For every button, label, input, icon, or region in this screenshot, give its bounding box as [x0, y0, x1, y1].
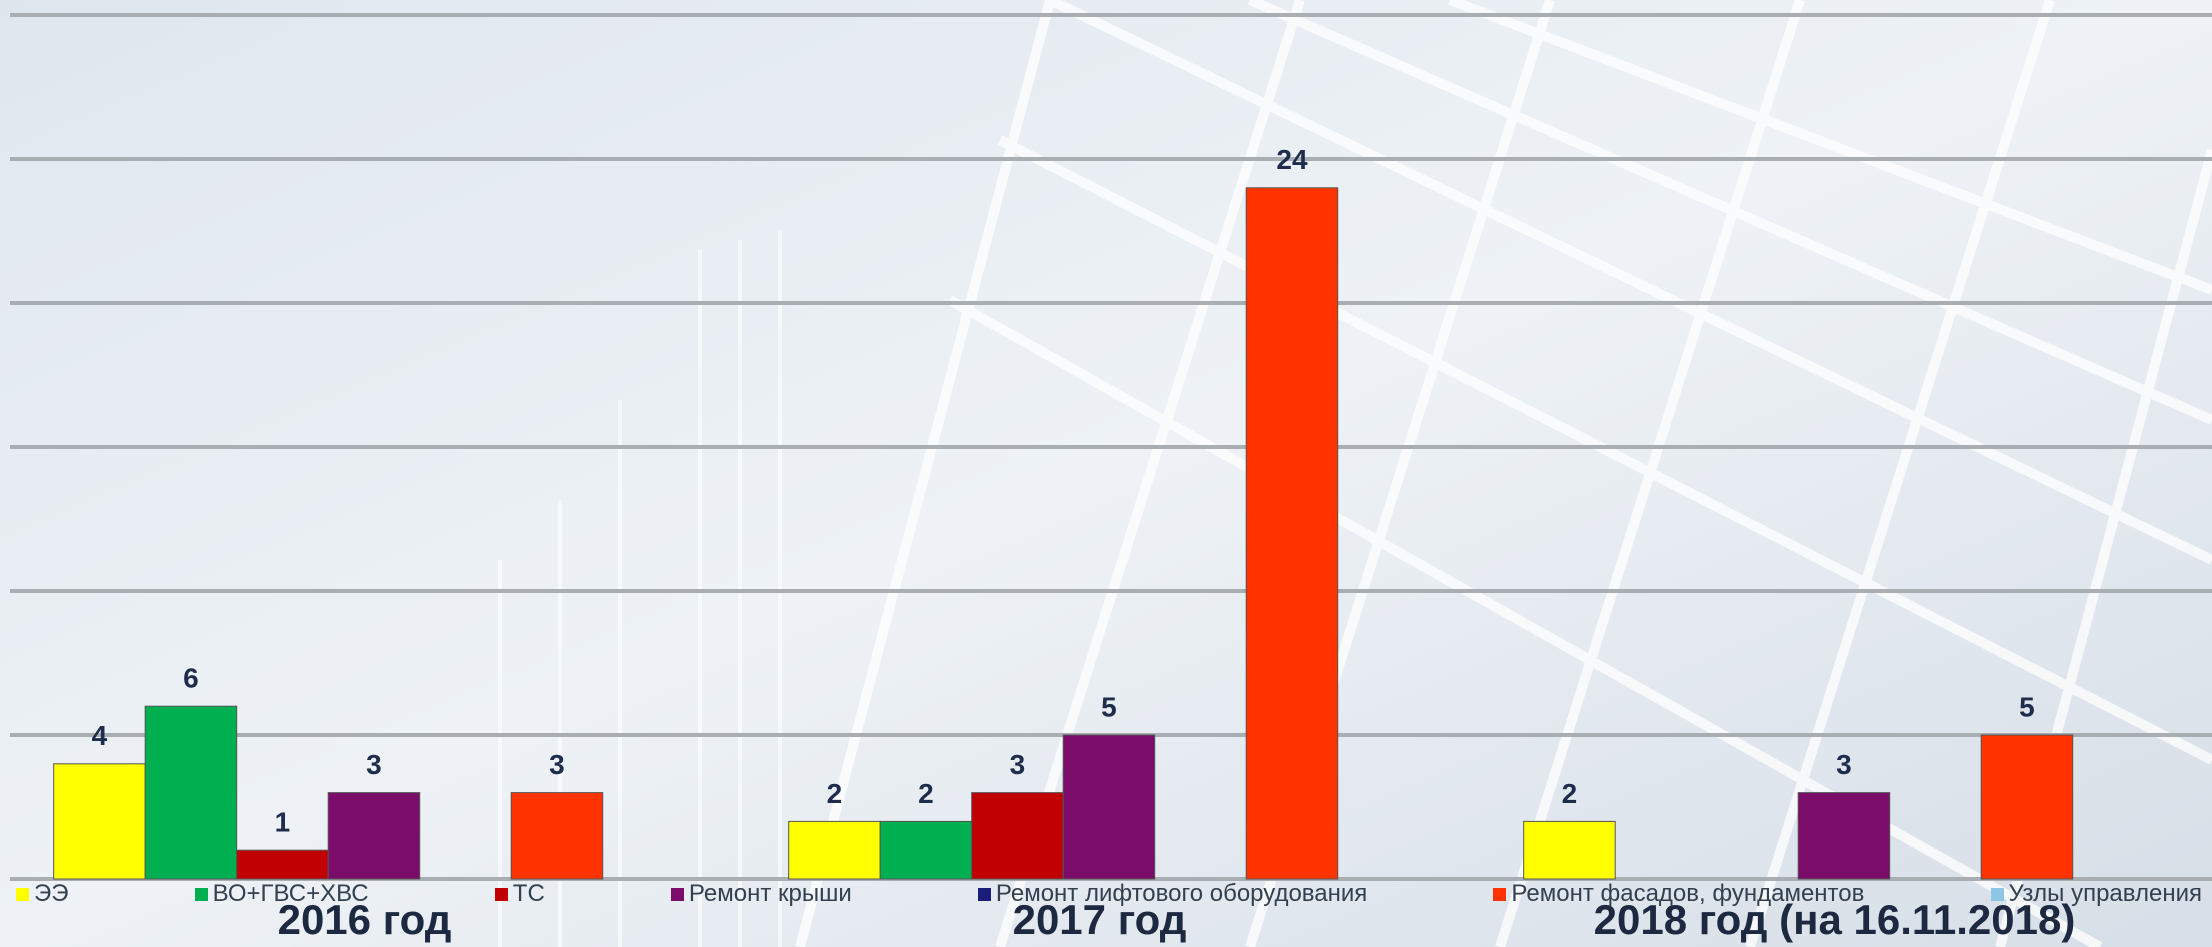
bar: [1063, 735, 1155, 879]
bar: [1798, 793, 1890, 879]
value-label: 24: [1276, 144, 1308, 175]
legend-item: Узлы управления: [1991, 880, 2202, 908]
legend-item: Ремонт крыши: [671, 880, 852, 908]
bar: [1246, 188, 1338, 879]
legend-swatch: [195, 888, 208, 901]
legend-item: Ремонт лифтового оборудования: [978, 880, 1367, 908]
value-label: 2: [918, 778, 934, 809]
legend-label: Узлы управления: [2009, 880, 2202, 908]
chart: 2016 год2017 год2018 год (на 16.11.2018)…: [0, 0, 2212, 947]
bar: [145, 706, 237, 879]
legend-label: Ремонт лифтового оборудования: [996, 880, 1367, 908]
legend-item: ВО+ГВС+ХВС: [195, 880, 369, 908]
legend-swatch: [495, 888, 508, 901]
legend-swatch: [16, 888, 29, 901]
bar: [328, 793, 420, 879]
legend-label: Ремонт крыши: [689, 880, 852, 908]
bar: [237, 850, 329, 879]
value-label: 2: [827, 778, 843, 809]
bar: [880, 821, 972, 879]
value-label: 4: [92, 720, 108, 751]
legend-label: ТС: [513, 880, 545, 908]
legend: ЭЭ ВО+ГВС+ХВС ТС Ремонт крыши Ремонт лифтово…: [16, 880, 2202, 908]
value-label: 3: [1836, 749, 1852, 780]
value-label: 1: [275, 807, 291, 838]
bar: [54, 764, 146, 879]
value-label: 3: [366, 749, 382, 780]
bar: [1524, 821, 1616, 879]
bar: [789, 821, 881, 879]
legend-item: ТС: [495, 880, 545, 908]
value-label: 3: [1010, 749, 1026, 780]
value-label: 5: [1101, 691, 1117, 722]
legend-label: Ремонт фасадов, фундаментов: [1511, 880, 1864, 908]
value-label: 2: [1562, 778, 1578, 809]
legend-item: Ремонт фасадов, фундаментов: [1493, 880, 1864, 908]
legend-swatch: [978, 888, 991, 901]
page: {"chart_data": {"type": "bar", "categori…: [0, 0, 2212, 947]
bar: [1981, 735, 2073, 879]
legend-label: ЭЭ: [34, 880, 69, 908]
legend-swatch: [1991, 888, 2004, 901]
legend-swatch: [1493, 888, 1506, 901]
bar: [972, 793, 1064, 879]
value-label: 5: [2019, 691, 2035, 722]
value-label: 3: [549, 749, 565, 780]
legend-label: ВО+ГВС+ХВС: [213, 880, 369, 908]
value-label: 6: [183, 663, 199, 694]
legend-item: ЭЭ: [16, 880, 69, 908]
legend-swatch: [671, 888, 684, 901]
bar: [511, 793, 603, 879]
